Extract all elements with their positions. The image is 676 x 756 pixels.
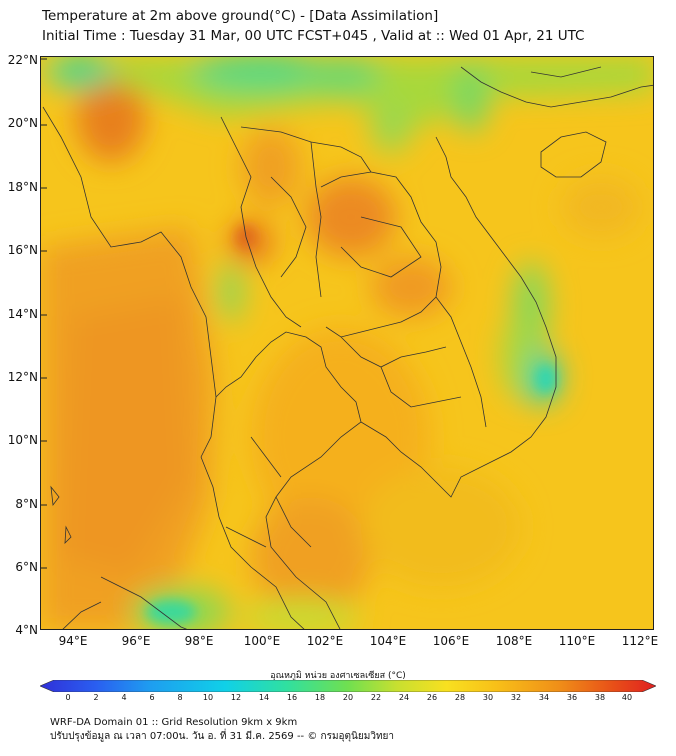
colorbar: [40, 680, 656, 692]
cb-tick-26: 26: [426, 693, 438, 702]
cb-tick-18: 18: [314, 693, 326, 702]
cb-tick-22: 22: [370, 693, 382, 702]
cb-tick-32: 32: [510, 693, 522, 702]
cb-tick-12: 12: [230, 693, 242, 702]
lat-label-22: 22°N: [7, 53, 38, 67]
cb-tick-36: 36: [566, 693, 578, 702]
lat-label-8: 8°N: [15, 497, 38, 511]
cb-tick-2: 2: [93, 693, 99, 702]
lon-label-102: 102°E: [306, 634, 344, 648]
lat-label-14: 14°N: [7, 307, 38, 321]
lon-label-98: 98°E: [184, 634, 214, 648]
lat-label-10: 10°N: [7, 433, 38, 447]
graticule: [41, 58, 47, 569]
lon-label-104: 104°E: [369, 634, 407, 648]
colorbar-ticks: 0 2 4 6 8 10 12 14 16 18 20 22 24 26 28 …: [0, 693, 676, 705]
cb-tick-20: 20: [342, 693, 354, 702]
cb-tick-30: 30: [482, 693, 494, 702]
cb-tick-24: 24: [398, 693, 410, 702]
footer-line-1: WRF-DA Domain 01 :: Grid Resolution 9km …: [50, 717, 298, 728]
cb-tick-10: 10: [202, 693, 214, 702]
temperature-field: [41, 57, 653, 629]
footer-line-2: ปรับปรุงข้อมูล ณ เวลา 07:00น. วัน อ. ที่…: [50, 731, 395, 742]
cb-tick-16: 16: [286, 693, 298, 702]
cb-tick-38: 38: [594, 693, 606, 702]
lat-label-20: 20°N: [7, 116, 38, 130]
cb-tick-4: 4: [121, 693, 127, 702]
cb-tick-14: 14: [258, 693, 270, 702]
lat-label-4: 4°N: [15, 623, 38, 637]
title-line-1: Temperature at 2m above ground(°C) - [Da…: [42, 8, 439, 24]
cb-tick-28: 28: [454, 693, 466, 702]
cb-tick-34: 34: [538, 693, 550, 702]
lat-label-6: 6°N: [15, 560, 38, 574]
lat-label-12: 12°N: [7, 370, 38, 384]
temperature-map[interactable]: [40, 56, 654, 630]
lon-label-94: 94°E: [58, 634, 88, 648]
lat-label-18: 18°N: [7, 180, 38, 194]
cb-tick-8: 8: [177, 693, 183, 702]
lon-label-100: 100°E: [243, 634, 281, 648]
lon-label-110: 110°E: [558, 634, 596, 648]
lon-label-106: 106°E: [432, 634, 470, 648]
lat-label-16: 16°N: [7, 243, 38, 257]
title-line-2: Initial Time : Tuesday 31 Mar, 00 UTC FC…: [42, 28, 585, 44]
lon-label-96: 96°E: [121, 634, 151, 648]
map-canvas: [41, 57, 653, 629]
lon-label-112: 112°E: [621, 634, 659, 648]
cb-tick-40: 40: [621, 693, 633, 702]
cb-tick-0: 0: [65, 693, 71, 702]
footer: WRF-DA Domain 01 :: Grid Resolution 9km …: [50, 716, 394, 744]
chart-title: Temperature at 2m above ground(°C) - [Da…: [42, 6, 584, 46]
country-borders: [42, 66, 653, 629]
cb-tick-6: 6: [149, 693, 155, 702]
colorbar-title: อุณหภูมิ หน่วย องศาเซลเซียส (°C): [270, 671, 406, 681]
colorbar-gradient: [40, 680, 656, 692]
lon-label-108: 108°E: [495, 634, 533, 648]
